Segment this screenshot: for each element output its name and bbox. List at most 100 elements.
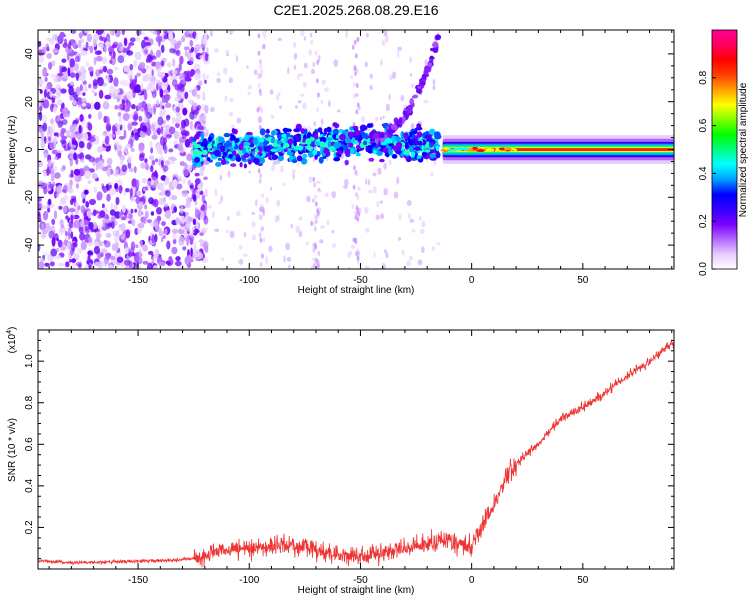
spectral-blob — [81, 69, 85, 80]
spectral-blob — [432, 78, 436, 86]
spectral-blob — [243, 163, 247, 169]
spectral-blob — [259, 63, 262, 70]
spectral-blob — [198, 74, 201, 80]
spectral-blob — [134, 132, 140, 141]
spectral-blob — [226, 229, 230, 234]
spectral-blob — [314, 201, 318, 207]
spectral-blob — [201, 227, 208, 233]
spectral-blob — [409, 73, 413, 77]
spectral-blob — [309, 32, 313, 38]
spectral-blob — [98, 44, 104, 49]
spectral-blob — [421, 74, 427, 78]
spectral-blob — [251, 234, 257, 241]
spectral-blob — [75, 55, 80, 63]
spectral-blob — [211, 210, 215, 219]
spectral-blob — [79, 232, 86, 241]
spectral-blob — [70, 198, 74, 206]
spectral-blob — [124, 247, 129, 255]
tone-spot — [491, 148, 495, 152]
spectral-blob — [313, 226, 317, 232]
spectral-blob — [128, 260, 133, 269]
spectral-blob — [385, 103, 390, 112]
spectral-blob — [260, 68, 264, 74]
spectral-blob — [127, 252, 134, 257]
spectral-blob — [259, 138, 265, 143]
spectral-blob — [189, 57, 194, 65]
spectral-blob — [52, 106, 58, 113]
spectral-blob — [147, 54, 153, 62]
spectral-blob — [235, 54, 238, 63]
spectral-blob — [333, 123, 340, 129]
spectral-blob — [50, 248, 57, 257]
spectral-blob — [366, 32, 369, 38]
spectral-blob — [81, 103, 87, 107]
spectral-blob — [353, 165, 356, 171]
spectral-blob — [238, 245, 243, 250]
spectral-blob — [251, 212, 256, 215]
spectral-blob — [262, 44, 266, 50]
spectral-blob — [380, 137, 384, 142]
spectral-blob — [151, 124, 155, 131]
spectral-blob — [179, 72, 185, 79]
spectral-blob — [265, 256, 269, 265]
spectral-blob — [67, 67, 71, 77]
spectral-blob — [60, 127, 67, 134]
spectral-blob — [352, 82, 356, 88]
spectral-blob — [127, 155, 132, 164]
spectral-blob — [421, 151, 427, 157]
spectral-blob — [123, 129, 127, 139]
spectral-blob — [369, 138, 376, 142]
spectral-blob — [270, 114, 275, 119]
spectral-blob — [109, 209, 116, 216]
spectral-blob — [143, 116, 148, 123]
spectral-blob — [88, 83, 92, 89]
spectral-blob — [68, 148, 75, 154]
spectral-blob — [350, 74, 354, 79]
spectral-blob — [161, 71, 166, 78]
spectral-blob — [140, 31, 146, 36]
spectral-blob — [138, 248, 142, 258]
spectral-blob — [141, 100, 147, 108]
spectral-blob — [436, 242, 441, 246]
spectral-blob — [93, 228, 100, 233]
spectral-blob — [271, 154, 279, 160]
spectral-blob — [332, 134, 337, 138]
spectral-blob — [263, 33, 267, 39]
spectral-blob — [65, 236, 69, 241]
spectral-blob — [114, 235, 119, 243]
spectral-blob — [93, 186, 98, 193]
spectral-blob — [327, 134, 333, 138]
spectral-blob — [96, 232, 101, 242]
spectral-blob — [386, 129, 391, 133]
spectral-blob — [57, 262, 65, 267]
spectral-blob — [179, 206, 184, 215]
spectral-blob — [388, 159, 392, 166]
spectral-blob — [406, 200, 412, 206]
spectral-blob — [416, 123, 422, 129]
spectral-blob — [118, 184, 123, 194]
tone-core — [511, 148, 674, 151]
spectral-blob — [189, 235, 195, 242]
spectral-blob — [113, 66, 119, 71]
spectral-blob — [364, 265, 370, 269]
spectral-blob — [71, 262, 76, 269]
spectral-blob — [144, 162, 149, 170]
spectral-blob — [263, 237, 266, 243]
spectral-blob — [127, 69, 134, 80]
spectral-blob — [182, 177, 186, 185]
spectral-blob — [173, 130, 180, 140]
spectral-blob — [146, 64, 150, 71]
spectral-blob — [367, 179, 371, 186]
spectral-blob — [173, 206, 177, 213]
spectral-blob — [302, 153, 308, 159]
spectral-blob — [193, 194, 197, 202]
colorbar-tick-label: 0.8 — [698, 70, 709, 84]
spectral-blob — [69, 58, 75, 68]
spectral-blob — [406, 109, 410, 113]
spectral-blob — [40, 232, 47, 239]
spectral-blob — [291, 169, 296, 175]
spectral-blob — [68, 207, 75, 213]
spectral-blob — [75, 132, 83, 140]
spectral-blob — [110, 202, 114, 211]
spectral-blob — [238, 143, 244, 151]
